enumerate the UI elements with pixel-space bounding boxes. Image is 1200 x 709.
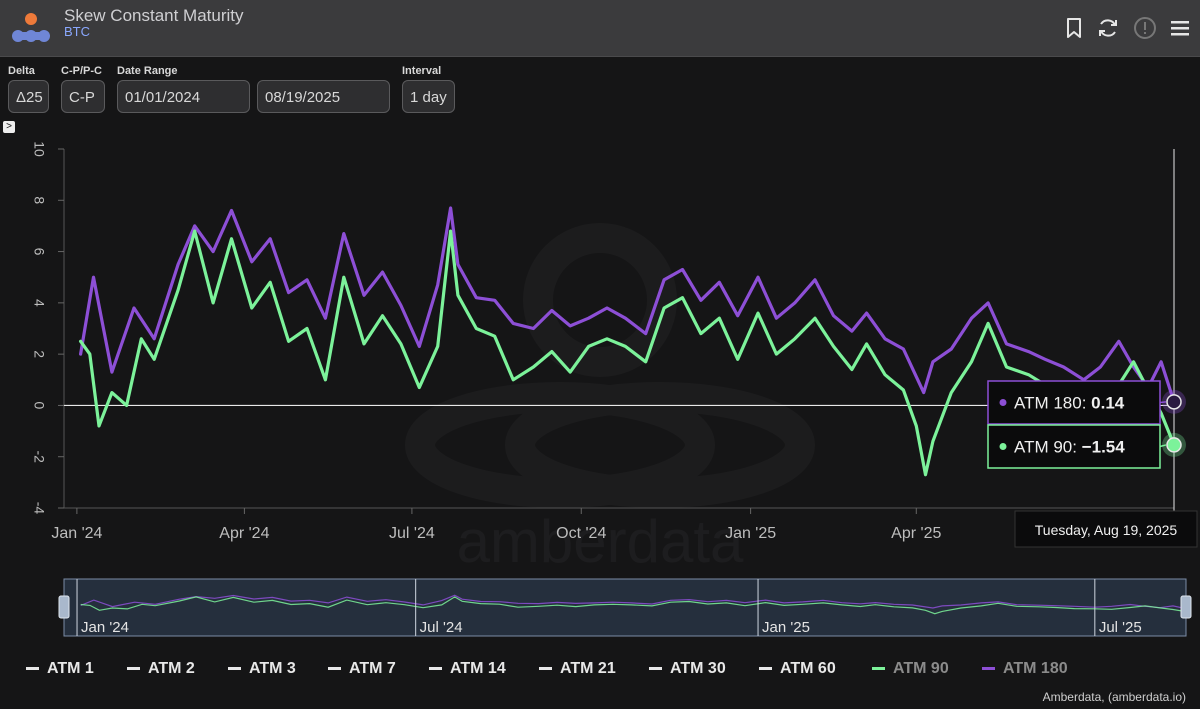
- series-line-atm-180: [78, 206, 1176, 404]
- tooltip-value: −1.54: [1082, 438, 1126, 457]
- legend-swatch: [26, 667, 39, 671]
- delta-select[interactable]: Δ25: [8, 80, 49, 113]
- bookmark-icon[interactable]: [1062, 16, 1086, 40]
- legend-swatch: [649, 667, 662, 671]
- navigator-tick-label: Jan '25: [762, 619, 810, 636]
- legend-label: ATM 180: [1003, 660, 1068, 677]
- legend-item-atm-21[interactable]: ATM 21: [539, 660, 616, 678]
- y-tick-label: 4: [31, 299, 47, 307]
- collapse-toggle-button[interactable]: >: [3, 121, 15, 133]
- tooltip-bullet: [999, 399, 1007, 406]
- interval-select[interactable]: 1 day: [402, 80, 455, 113]
- legend-swatch: [328, 667, 341, 671]
- tooltip-bullet: [999, 443, 1007, 450]
- y-tick-label: 2: [31, 350, 47, 358]
- navigator-range-selector[interactable]: [63, 578, 1187, 637]
- legend-item-atm-60[interactable]: ATM 60: [759, 660, 836, 678]
- y-tick-label: 6: [31, 248, 47, 256]
- tooltip-series-label: ATM 180: 0.14: [1014, 394, 1125, 413]
- legend-label: ATM 30: [670, 660, 726, 677]
- cp-label: C-P/P-C: [61, 65, 102, 77]
- legend-swatch: [982, 667, 995, 671]
- navigator-tick-label: Jul '24: [420, 619, 463, 636]
- legend-label: ATM 7: [349, 660, 396, 677]
- credit-text: Amberdata, (amberdata.io): [1042, 690, 1186, 704]
- legend-item-atm-2[interactable]: ATM 2: [127, 660, 195, 678]
- watermark-text: amberdata: [457, 508, 744, 575]
- tooltip-box: [987, 424, 1161, 469]
- title-bar: Skew Constant Maturity BTC: [0, 0, 1200, 57]
- navigator-right-handle[interactable]: [1180, 595, 1192, 619]
- legend-item-atm-1[interactable]: ATM 1: [26, 660, 94, 678]
- end-date-input[interactable]: 08/19/2025: [257, 80, 390, 113]
- series-line-atm-90: [78, 229, 1176, 477]
- tooltip-value: 0.14: [1091, 394, 1125, 413]
- legend-swatch: [872, 667, 885, 671]
- y-tick-label: 10: [31, 141, 47, 157]
- legend-label: ATM 14: [450, 660, 506, 677]
- page-title: Skew Constant Maturity: [64, 6, 244, 25]
- x-tick-label: Jul '24: [389, 525, 435, 542]
- start-date-input[interactable]: 01/01/2024: [117, 80, 250, 113]
- y-tick-label: 0: [31, 402, 47, 410]
- legend-label: ATM 90: [893, 660, 949, 677]
- cp-select[interactable]: C-P: [61, 80, 105, 113]
- date-range-label: Date Range: [117, 65, 178, 77]
- legend-item-atm-7[interactable]: ATM 7: [328, 660, 396, 678]
- x-tick-label: Apr '24: [219, 525, 269, 542]
- legend-item-atm-90[interactable]: ATM 90: [872, 660, 949, 678]
- legend-label: ATM 3: [249, 660, 296, 677]
- legend-label: ATM 1: [47, 660, 94, 677]
- tooltip-connector: [1159, 444, 1167, 448]
- interval-label: Interval: [402, 65, 442, 77]
- legend-swatch: [228, 667, 241, 671]
- tooltip-box: [987, 380, 1161, 425]
- tooltip-date: Tuesday, Aug 19, 2025: [1035, 522, 1178, 538]
- navigator-tick-label: Jul '25: [1099, 619, 1142, 636]
- legend-item-atm-180[interactable]: ATM 180: [982, 660, 1068, 678]
- legend-swatch: [539, 667, 552, 671]
- navigator-left-handle[interactable]: [58, 595, 70, 619]
- tooltip-series-label: ATM 90: −1.54: [1014, 438, 1125, 457]
- navigator-series-line: [80, 596, 1187, 615]
- refresh-icon[interactable]: [1096, 16, 1120, 40]
- legend-item-atm-3[interactable]: ATM 3: [228, 660, 296, 678]
- legend-label: ATM 21: [560, 660, 616, 677]
- navigator-series-line: [80, 594, 1187, 610]
- legend-label: ATM 2: [148, 660, 195, 677]
- legend-item-atm-30[interactable]: ATM 30: [649, 660, 726, 678]
- hover-point-marker: [1166, 394, 1182, 410]
- y-tick-label: 8: [31, 196, 47, 204]
- hover-point-marker: [1166, 437, 1182, 453]
- x-tick-label: Jan '24: [51, 525, 102, 542]
- legend-swatch: [759, 667, 772, 671]
- x-tick-label: Jan '25: [725, 525, 776, 542]
- legend-swatch: [127, 667, 140, 671]
- menu-icon[interactable]: [1168, 16, 1192, 40]
- tooltip-connector: [1159, 401, 1167, 404]
- tooltip-date-box: [1014, 510, 1198, 548]
- watermark: amberdata: [405, 223, 815, 575]
- amberdata-logo-icon: [12, 13, 50, 42]
- info-icon[interactable]: [1133, 16, 1157, 40]
- y-tick-label: -4: [31, 502, 47, 515]
- delta-label: Delta: [8, 65, 35, 77]
- legend-swatch: [429, 667, 442, 671]
- navigator-tick-label: Jan '24: [81, 619, 129, 636]
- legend-label: ATM 60: [780, 660, 836, 677]
- legend-item-atm-14[interactable]: ATM 14: [429, 660, 506, 678]
- x-tick-label: Apr '25: [891, 525, 941, 542]
- x-tick-label: Oct '24: [556, 525, 606, 542]
- asset-subtitle: BTC: [64, 24, 90, 39]
- y-tick-label: -2: [31, 450, 47, 463]
